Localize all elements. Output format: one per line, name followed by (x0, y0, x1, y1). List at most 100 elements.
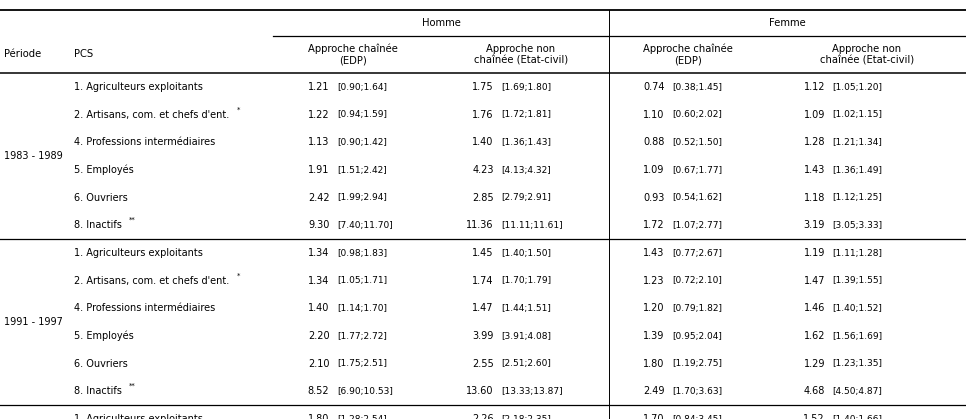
Text: 1.18: 1.18 (804, 193, 825, 203)
Text: 1991 - 1997: 1991 - 1997 (4, 317, 63, 327)
Text: **: ** (128, 383, 135, 389)
Text: 1.12: 1.12 (804, 82, 825, 92)
Text: [7.40;11.70]: [7.40;11.70] (337, 221, 393, 230)
Text: *: * (237, 272, 241, 278)
Text: 5. Employés: 5. Employés (74, 331, 134, 341)
Text: 1.22: 1.22 (308, 110, 329, 120)
Text: 0.88: 0.88 (643, 137, 665, 147)
Text: Approche non
chaînée (Etat-civil): Approche non chaînée (Etat-civil) (473, 44, 568, 65)
Text: 1.13: 1.13 (308, 137, 329, 147)
Text: [4.50;4.87]: [4.50;4.87] (833, 387, 883, 396)
Text: [1.23;1.35]: [1.23;1.35] (833, 359, 883, 368)
Text: 8. Inactifs: 8. Inactifs (74, 386, 123, 396)
Text: [11.11;11.61]: [11.11;11.61] (501, 221, 563, 230)
Text: 1.46: 1.46 (804, 303, 825, 313)
Text: 5. Employés: 5. Employés (74, 165, 134, 176)
Text: 2.49: 2.49 (643, 386, 665, 396)
Text: 1.43: 1.43 (643, 248, 665, 258)
Text: [1.69;1.80]: [1.69;1.80] (501, 83, 552, 92)
Text: 0.74: 0.74 (643, 82, 665, 92)
Text: 1. Agriculteurs exploitants: 1. Agriculteurs exploitants (74, 414, 203, 419)
Text: [1.21;1.34]: [1.21;1.34] (833, 138, 883, 147)
Text: 4.23: 4.23 (472, 165, 494, 175)
Text: 2.85: 2.85 (472, 193, 494, 203)
Text: [1.70;1.79]: [1.70;1.79] (501, 276, 552, 285)
Text: 1.80: 1.80 (643, 359, 665, 369)
Text: 4. Professions intermédiaires: 4. Professions intermédiaires (74, 303, 215, 313)
Text: [1.19;2.75]: [1.19;2.75] (672, 359, 723, 368)
Text: [1.56;1.69]: [1.56;1.69] (833, 331, 883, 341)
Text: Approche chaînée
(EDP): Approche chaînée (EDP) (308, 44, 398, 65)
Text: [0.54;1.62]: [0.54;1.62] (672, 193, 723, 202)
Text: [3.05;3.33]: [3.05;3.33] (833, 221, 883, 230)
Text: [1.36;1.43]: [1.36;1.43] (501, 138, 552, 147)
Text: 2.10: 2.10 (308, 359, 329, 369)
Text: 1.09: 1.09 (804, 110, 825, 120)
Text: 1.47: 1.47 (472, 303, 494, 313)
Text: [2.51;2.60]: [2.51;2.60] (501, 359, 552, 368)
Text: [0.90;1.42]: [0.90;1.42] (337, 138, 387, 147)
Text: [1.07;2.77]: [1.07;2.77] (672, 221, 723, 230)
Text: [1.77;2.72]: [1.77;2.72] (337, 331, 387, 341)
Text: [1.72;1.81]: [1.72;1.81] (501, 110, 552, 119)
Text: 2. Artisans, com. et chefs d'ent.: 2. Artisans, com. et chefs d'ent. (74, 276, 230, 286)
Text: 2.42: 2.42 (308, 193, 329, 203)
Text: [0.72;2.10]: [0.72;2.10] (672, 276, 723, 285)
Text: [0.77;2.67]: [0.77;2.67] (672, 248, 723, 258)
Text: [2.18;2.35]: [2.18;2.35] (501, 414, 552, 419)
Text: 9.30: 9.30 (308, 220, 329, 230)
Text: 6. Ouvriers: 6. Ouvriers (74, 359, 128, 369)
Text: **: ** (128, 217, 135, 223)
Text: PCS: PCS (74, 49, 94, 59)
Text: 2.55: 2.55 (471, 359, 494, 369)
Text: [1.11;1.28]: [1.11;1.28] (833, 248, 883, 258)
Text: [0.84;3.45]: [0.84;3.45] (672, 414, 723, 419)
Text: [0.94;1.59]: [0.94;1.59] (337, 110, 387, 119)
Text: 0.93: 0.93 (643, 193, 665, 203)
Text: 1.23: 1.23 (643, 276, 665, 286)
Text: 1.28: 1.28 (804, 137, 825, 147)
Text: [1.75;2.51]: [1.75;2.51] (337, 359, 387, 368)
Text: [1.39;1.55]: [1.39;1.55] (833, 276, 883, 285)
Text: Approche non
chaînée (Etat-civil): Approche non chaînée (Etat-civil) (820, 44, 914, 65)
Text: [1.99;2.94]: [1.99;2.94] (337, 193, 387, 202)
Text: 1.29: 1.29 (804, 359, 825, 369)
Text: 1.45: 1.45 (472, 248, 494, 258)
Text: [1.12;1.25]: [1.12;1.25] (833, 193, 883, 202)
Text: 1.62: 1.62 (804, 331, 825, 341)
Text: [1.14;1.70]: [1.14;1.70] (337, 304, 387, 313)
Text: 8.52: 8.52 (308, 386, 329, 396)
Text: [1.40;1.52]: [1.40;1.52] (833, 304, 883, 313)
Text: 1.20: 1.20 (643, 303, 665, 313)
Text: [1.51;2.42]: [1.51;2.42] (337, 166, 387, 175)
Text: 1.76: 1.76 (472, 110, 494, 120)
Text: 1.19: 1.19 (804, 248, 825, 258)
Text: [2.79;2.91]: [2.79;2.91] (501, 193, 552, 202)
Text: 3.99: 3.99 (472, 331, 494, 341)
Text: [0.90;1.64]: [0.90;1.64] (337, 83, 387, 92)
Text: [3.91;4.08]: [3.91;4.08] (501, 331, 552, 341)
Text: 1.91: 1.91 (308, 165, 329, 175)
Text: [0.98;1.83]: [0.98;1.83] (337, 248, 387, 258)
Text: 1.39: 1.39 (643, 331, 665, 341)
Text: 1.52: 1.52 (804, 414, 825, 419)
Text: [1.40;1.66]: [1.40;1.66] (833, 414, 883, 419)
Text: [1.28;2.54]: [1.28;2.54] (337, 414, 387, 419)
Text: [0.67;1.77]: [0.67;1.77] (672, 166, 723, 175)
Text: 1.75: 1.75 (472, 82, 494, 92)
Text: [1.40;1.50]: [1.40;1.50] (501, 248, 552, 258)
Text: [0.79;1.82]: [0.79;1.82] (672, 304, 723, 313)
Text: [13.33;13.87]: [13.33;13.87] (501, 387, 563, 396)
Text: 1.70: 1.70 (643, 414, 665, 419)
Text: [0.52;1.50]: [0.52;1.50] (672, 138, 723, 147)
Text: 11.36: 11.36 (467, 220, 494, 230)
Text: 3.19: 3.19 (804, 220, 825, 230)
Text: 8. Inactifs: 8. Inactifs (74, 220, 123, 230)
Text: 1.09: 1.09 (643, 165, 665, 175)
Text: 2.26: 2.26 (472, 414, 494, 419)
Text: [6.90;10.53]: [6.90;10.53] (337, 387, 393, 396)
Text: 1.10: 1.10 (643, 110, 665, 120)
Text: 1. Agriculteurs exploitants: 1. Agriculteurs exploitants (74, 82, 203, 92)
Text: [0.60;2.02]: [0.60;2.02] (672, 110, 723, 119)
Text: 13.60: 13.60 (467, 386, 494, 396)
